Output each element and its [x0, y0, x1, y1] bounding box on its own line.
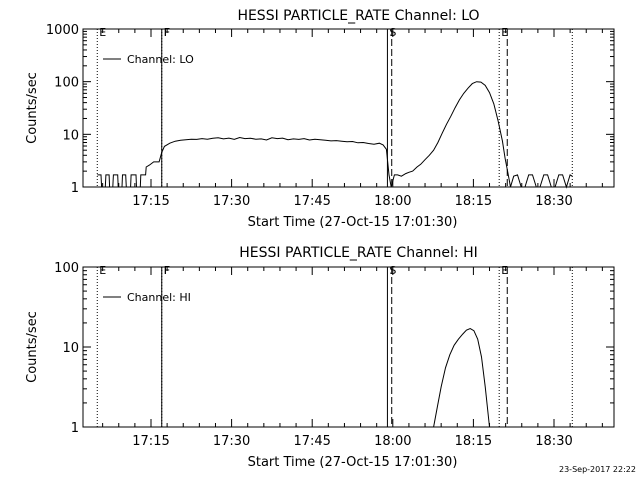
legend-label: Channel: HI: [127, 291, 191, 304]
chart-title: HESSI PARTICLE_RATE Channel: LO: [237, 8, 479, 24]
flag-label: E: [501, 264, 508, 277]
y-tick-label: 1: [71, 181, 79, 196]
flag-label: E: [99, 264, 106, 277]
y-tick-label: 100: [54, 76, 79, 91]
x-tick-label: 18:30: [535, 194, 572, 209]
flag-label: S: [389, 26, 396, 39]
x-axis-label: Start Time (27-Oct-15 17:01:30): [248, 215, 458, 230]
x-tick-label: 17:15: [132, 194, 169, 209]
y-tick-label: 10: [62, 128, 79, 143]
plot-timestamp: 23-Sep-2017 22:22: [559, 465, 636, 474]
series-line: [97, 81, 573, 189]
flag-label: F: [164, 264, 170, 277]
x-tick-label: 17:30: [213, 194, 250, 209]
x-tick-label: 18:00: [374, 434, 411, 449]
chart-title: HESSI PARTICLE_RATE Channel: HI: [239, 245, 477, 261]
flag-label: E: [501, 26, 508, 39]
y-tick-label: 1000: [46, 23, 79, 38]
x-tick-label: 18:15: [455, 434, 492, 449]
flag-label: F: [164, 264, 170, 277]
x-tick-label: 17:45: [293, 434, 330, 449]
x-tick-label: 18:30: [535, 434, 572, 449]
y-tick-label: 100: [54, 261, 79, 276]
y-axis-label: Counts/sec: [25, 72, 40, 144]
x-tick-label: 18:00: [374, 194, 411, 209]
y-tick-label: 1: [71, 421, 79, 436]
x-tick-label: 17:45: [293, 194, 330, 209]
x-tick-label: 18:15: [455, 194, 492, 209]
y-axis-label: Counts/sec: [25, 311, 40, 383]
flag-label: E: [99, 26, 106, 39]
legend-label: Channel: LO: [127, 53, 194, 66]
y-tick-label: 10: [62, 341, 79, 356]
x-tick-label: 17:30: [213, 434, 250, 449]
plot-frame: [82, 28, 615, 188]
flag-label: S: [389, 264, 396, 277]
flag-label: F: [164, 26, 170, 39]
flag-label: F: [164, 26, 170, 39]
x-axis-label: Start Time (27-Oct-15 17:01:30): [248, 455, 458, 470]
series-line: [433, 328, 490, 428]
x-tick-label: 17:15: [132, 434, 169, 449]
panel-lo: HESSI PARTICLE_RATE Channel: LO Counts/se…: [25, 8, 615, 230]
panel-hi: HESSI PARTICLE_RATE Channel: HI Counts/se…: [25, 245, 615, 470]
